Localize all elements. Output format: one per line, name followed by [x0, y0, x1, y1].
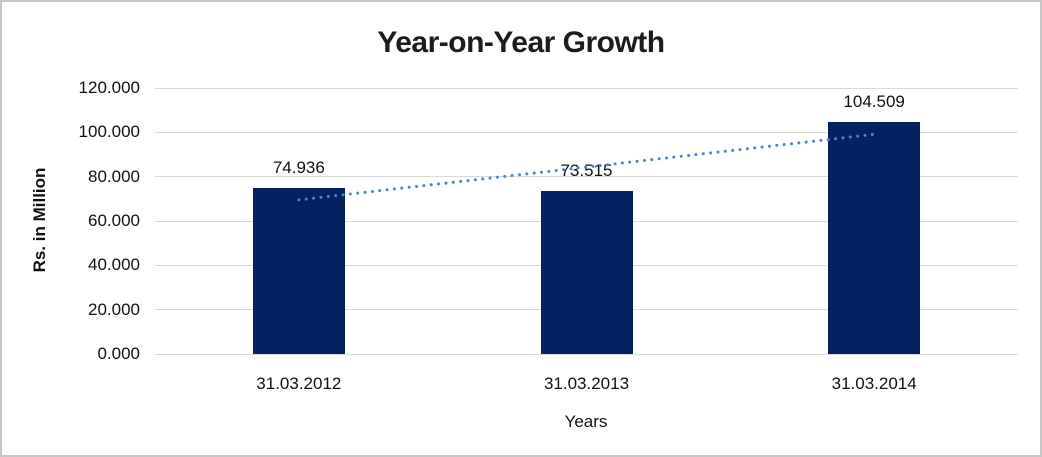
x-axis-title: Years — [564, 412, 608, 431]
y-axis-tick-label: 100.000 — [78, 122, 140, 142]
x-axis-tick-label: 31.03.2013 — [543, 374, 630, 393]
data-label: 74.936 — [272, 157, 325, 177]
gridline — [155, 87, 1018, 89]
y-axis-tick-label: 120.000 — [78, 78, 140, 97]
plot-area: 74.936 73.515 104.509 — [155, 87, 1018, 355]
gridline — [155, 353, 1018, 355]
gridline — [155, 176, 1018, 178]
bar-31.03.2014 — [828, 122, 921, 354]
y-axis-tick-label: 20.000 — [88, 299, 140, 319]
chart-title: Year-on-Year Growth — [377, 26, 665, 59]
y-axis-tick-label: 60.000 — [88, 211, 140, 230]
y-axis-tick-label: 0.000 — [97, 344, 140, 363]
x-axis-tick-label: 31.03.2012 — [256, 374, 342, 393]
y-axis-tick-label: 40.000 — [88, 255, 140, 275]
bar-31.03.2013 — [540, 191, 633, 354]
gridline — [155, 131, 1018, 133]
trendline — [297, 132, 876, 202]
x-axis-tick-label: 31.03.2014 — [831, 374, 917, 393]
data-label: 104.509 — [843, 92, 905, 112]
bar-31.03.2012 — [252, 187, 345, 354]
y-axis-tick-label: 80.000 — [88, 166, 140, 186]
